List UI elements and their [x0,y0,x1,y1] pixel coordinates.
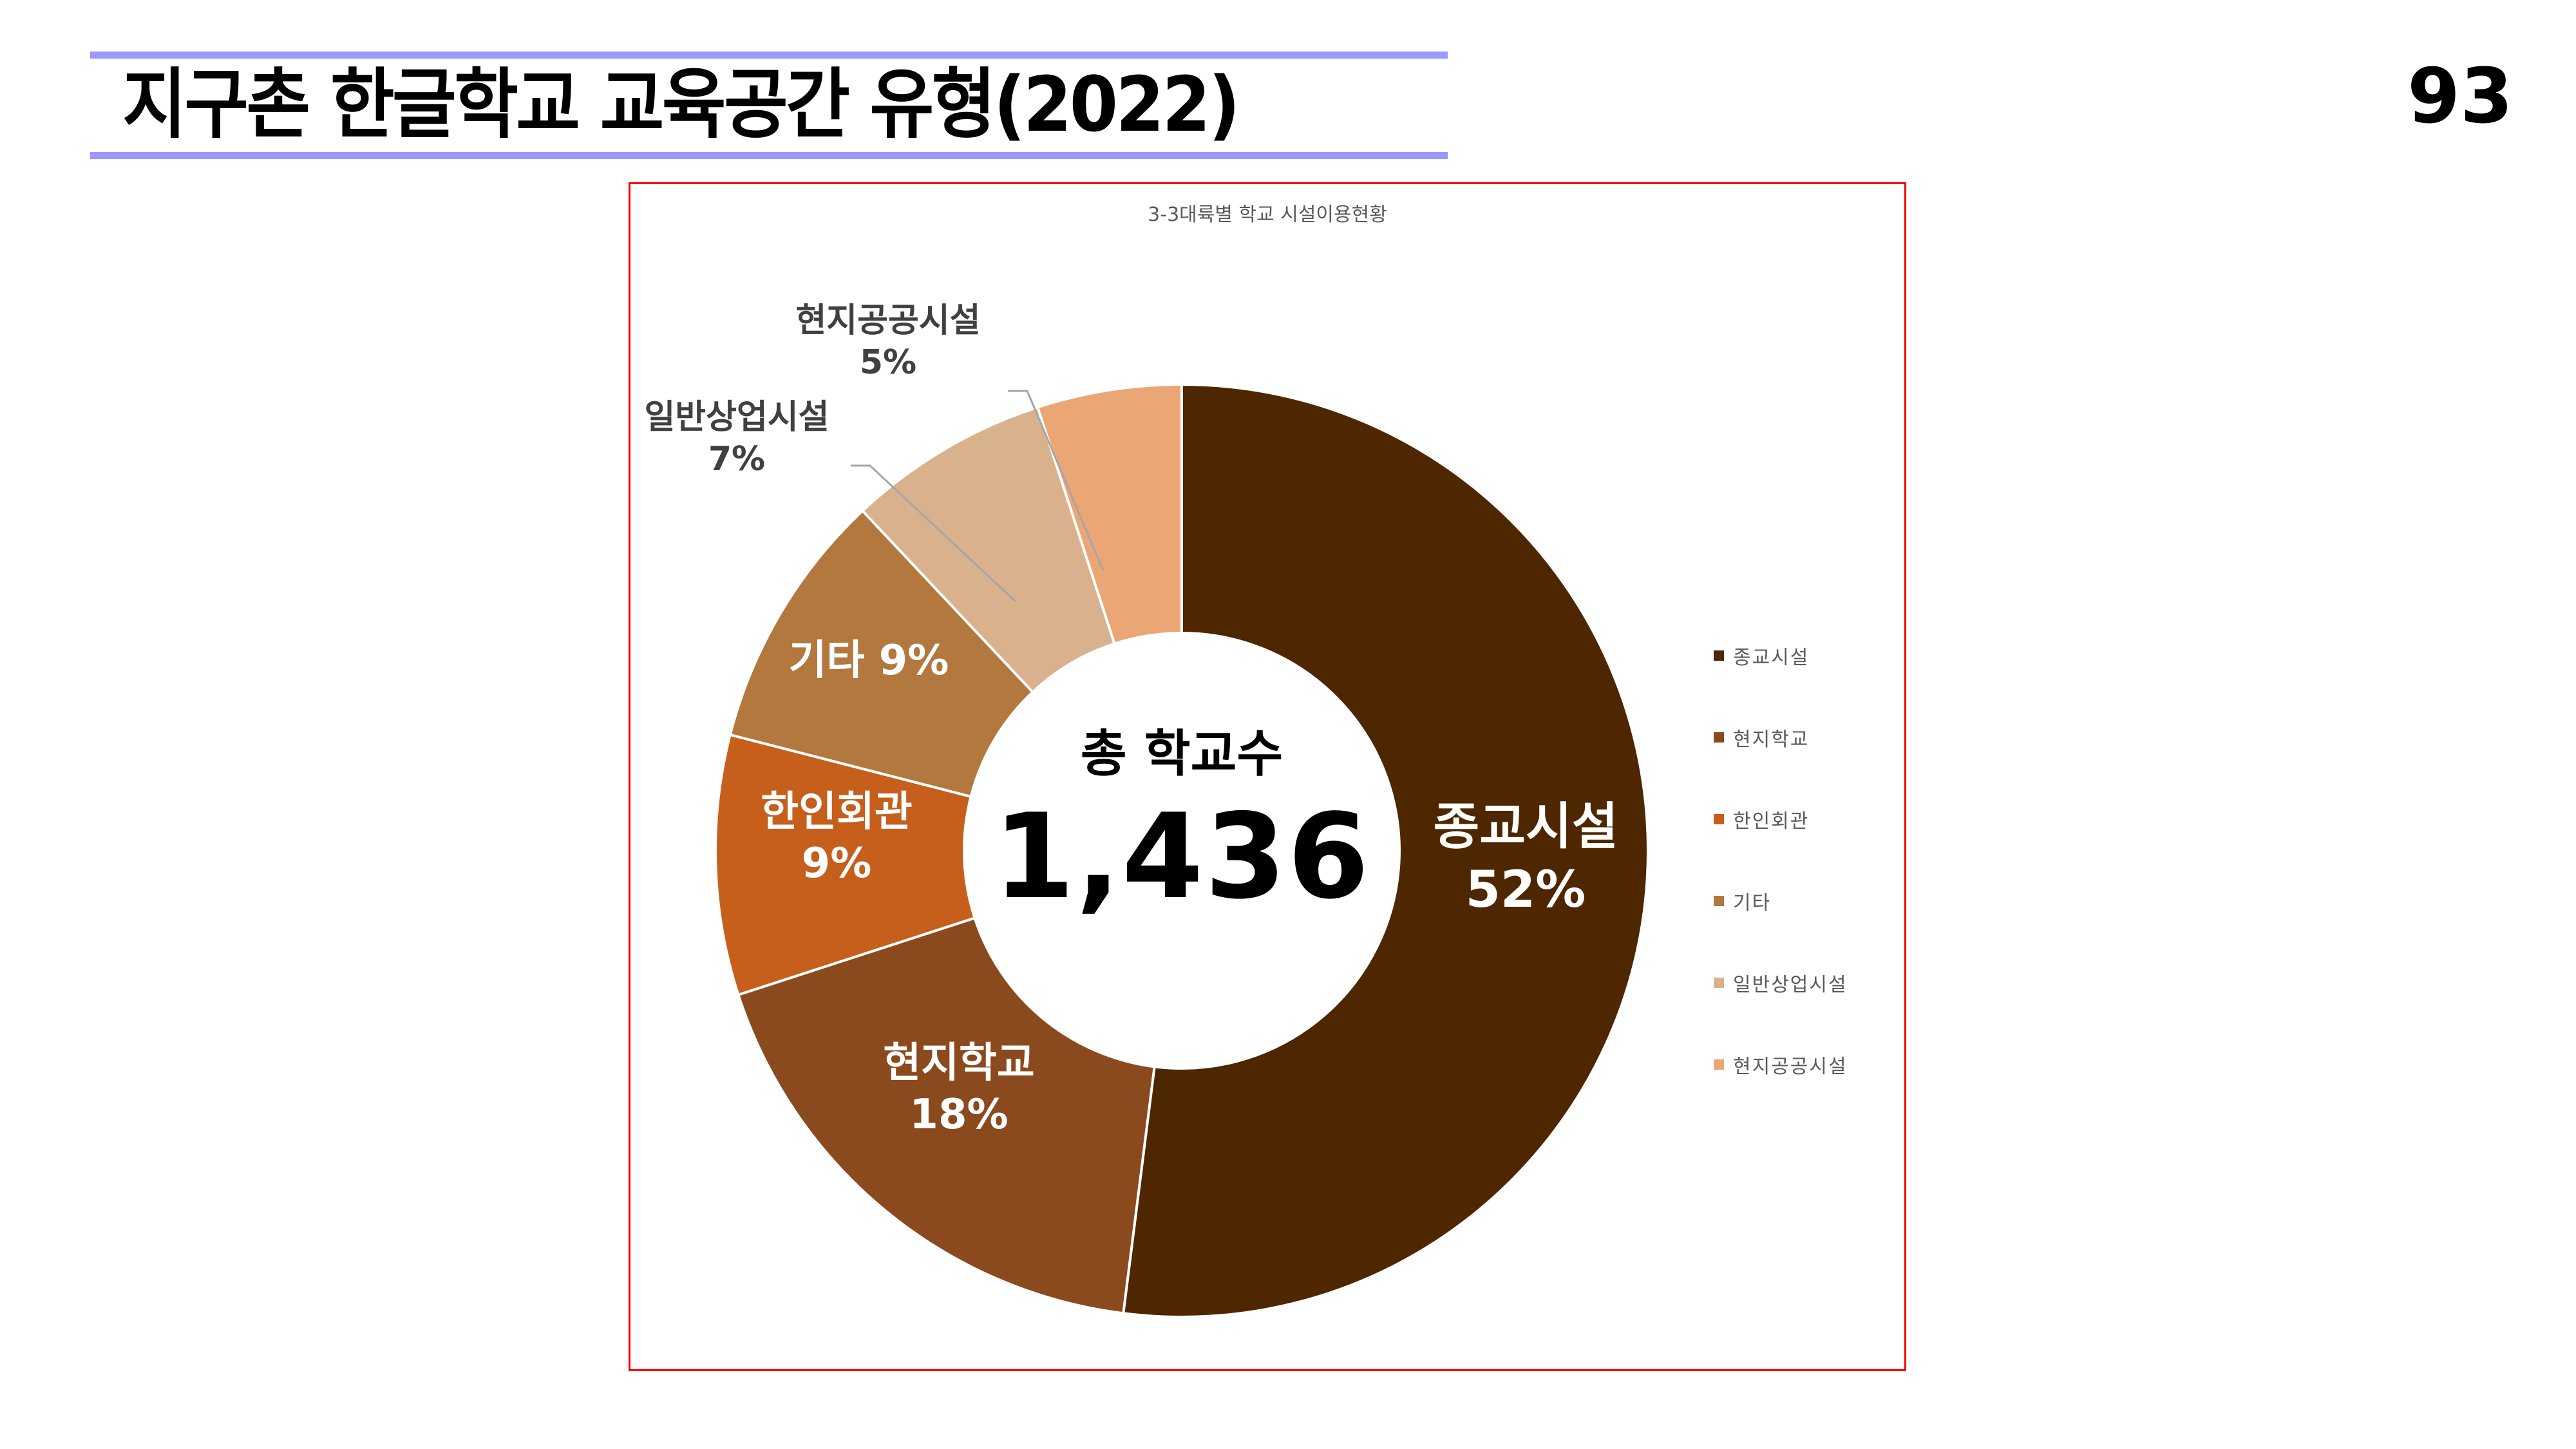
title-bottom-rule [90,152,1448,159]
slice-label-other: 기타 9% [759,635,978,687]
legend-item-commercial: 일반상업시설 [1714,970,1848,996]
title-top-rule [90,52,1448,59]
legend-item-other: 기타 [1714,888,1771,914]
slice-label-korean-hall: 한인회관 9% [727,786,946,889]
legend-swatch-icon [1714,896,1724,906]
slice-label-local-school: 현지학교 18% [837,1037,1081,1141]
slice-name: 종교시설 [1433,798,1618,856]
donut-slice-public [1036,383,1183,646]
slice-label-commercial: 일반상업시설 7% [630,397,843,480]
slice-name: 현지공공시설 [795,301,981,340]
slice-percent: 7% [708,440,766,478]
center-caption: 총 학교수 [1080,725,1283,783]
donut-slice-local-school [736,916,1156,1315]
legend-swatch-icon [1714,814,1724,824]
legend-label: 기타 [1733,892,1772,914]
chart-title: 3-3대륙별 학교 시설이용현황 [1148,204,1387,226]
slice-name: 현지학교 [883,1039,1035,1087]
legend-label: 종교시설 [1733,647,1810,669]
donut-slice-religious [1122,383,1650,1318]
donut-slice-other [728,509,1035,799]
slice-name: 한인회관 [761,788,913,836]
legend-item-korean-hall: 한인회관 [1714,806,1810,833]
slice-percent: 18% [909,1091,1009,1139]
donut-slice-commercial [860,405,1117,694]
slice-label-religious: 종교시설 52% [1403,796,1648,922]
donut-slices [714,383,1650,1318]
center-total: 총 학교수 1,436 [989,714,1375,925]
slice-label-public: 현지공공시설 5% [779,300,998,384]
slice-percent: 5% [859,343,917,382]
legend-item-public: 현지공공시설 [1714,1052,1848,1078]
slice-percent: 9% [801,840,872,887]
leader-line-commercial [851,464,1017,603]
legend-swatch-icon [1714,650,1724,661]
page-title: 지구촌 한글학교 교육공간 유형(2022) [122,60,1240,149]
legend-swatch-icon [1714,1059,1724,1070]
legend-label: 현지공공시설 [1733,1056,1848,1078]
chart-frame: 3-3대륙별 학교 시설이용현황 종교시설 52% 현지학교 18% 한인회관 … [629,182,1906,1371]
donut-slice-korean-hall [714,733,977,997]
slice-name: 일반상업시설 [644,398,829,437]
slice-percent: 52% [1465,860,1586,919]
legend-swatch-icon [1714,978,1724,988]
leader-lines [851,390,1104,603]
center-total-value: 1,436 [993,788,1370,925]
legend-label: 현지학교 [1733,728,1810,751]
legend-label: 일반상업시설 [1733,974,1848,996]
page-number: 93 [2407,52,2514,140]
legend-swatch-icon [1714,732,1724,743]
slice-name: 기타 9% [788,637,949,685]
legend-item-local-school: 현지학교 [1714,724,1810,751]
donut-chart [714,383,1650,1318]
legend-item-religious: 종교시설 [1714,643,1810,669]
legend-label: 한인회관 [1733,810,1810,833]
leader-line-public [1008,390,1104,571]
